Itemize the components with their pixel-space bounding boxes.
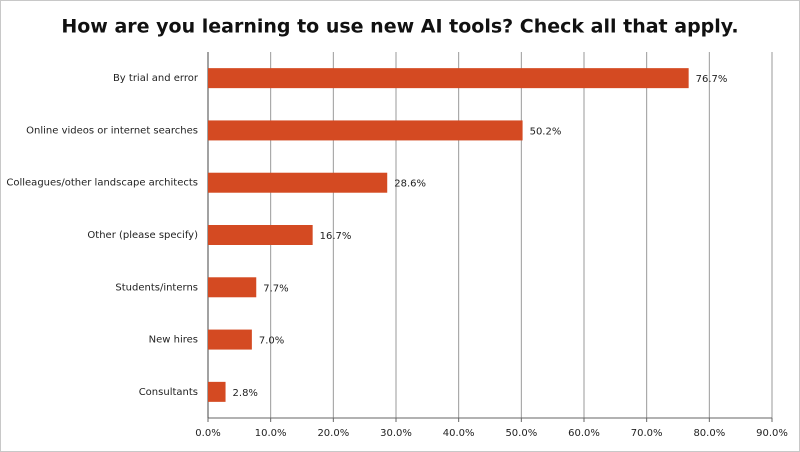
y-tick-label: Other (please specify)	[87, 230, 198, 241]
value-label: 76.7%	[696, 74, 728, 85]
x-tick-label: 70.0%	[631, 428, 663, 439]
x-tick-label: 60.0%	[568, 428, 600, 439]
y-tick-label: Colleagues/other landscape architects	[6, 178, 198, 189]
x-tick-label: 20.0%	[317, 428, 349, 439]
x-tick-label: 10.0%	[255, 428, 287, 439]
bar	[208, 225, 313, 245]
y-tick-label: Online videos or internet searches	[26, 125, 198, 136]
bar	[208, 120, 523, 141]
value-label: 28.6%	[394, 179, 426, 190]
bar	[208, 329, 252, 350]
value-label: 50.2%	[530, 126, 562, 137]
value-label: 2.8%	[233, 388, 258, 399]
bar	[208, 277, 257, 298]
x-tick-label: 0.0%	[195, 428, 220, 439]
x-tick-label: 80.0%	[693, 428, 725, 439]
value-label: 7.0%	[259, 336, 284, 347]
x-tick-label: 40.0%	[443, 428, 475, 439]
x-tick-label: 50.0%	[505, 428, 537, 439]
y-tick-label: Students/interns	[115, 282, 198, 293]
y-tick-label: New hires	[149, 335, 198, 346]
y-tick-label: By trial and error	[113, 73, 199, 84]
bar	[208, 68, 689, 89]
value-label: 7.7%	[263, 283, 288, 294]
chart-title: How are you learning to use new AI tools…	[61, 16, 738, 38]
bar	[208, 172, 388, 193]
x-tick-label: 90.0%	[756, 428, 788, 439]
bar	[208, 381, 226, 402]
x-tick-label: 30.0%	[380, 428, 412, 439]
y-tick-label: Consultants	[139, 387, 198, 398]
value-label: 16.7%	[320, 231, 352, 242]
